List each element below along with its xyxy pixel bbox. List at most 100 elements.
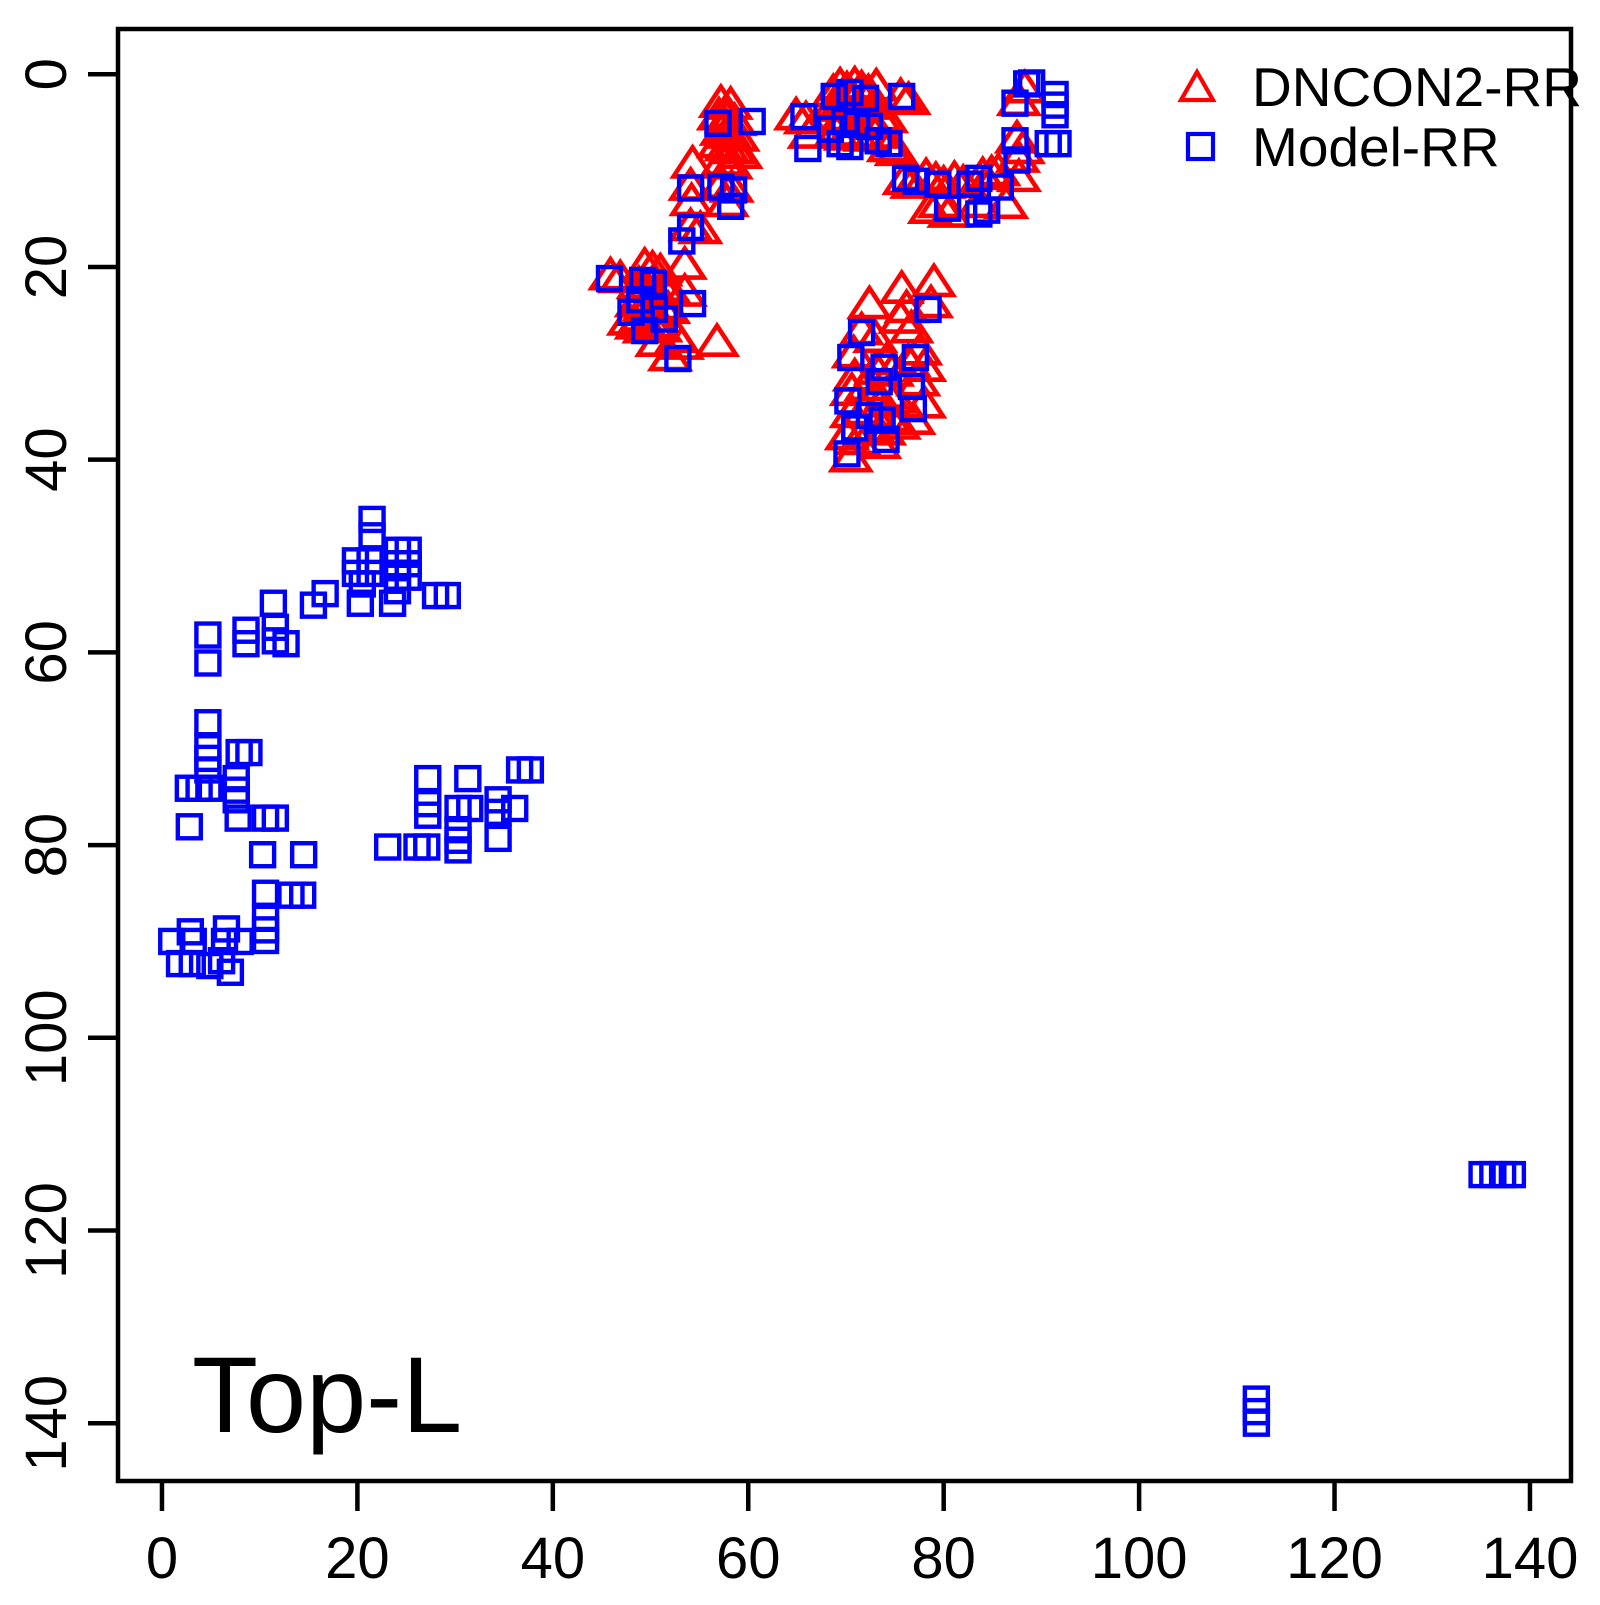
data-point-square [719,176,748,204]
x-tick-label: 140 [1482,1526,1579,1591]
data-point-triangle [916,182,964,219]
data-point-triangle [693,321,741,357]
data-point-square [872,425,900,454]
data-point-square [704,109,732,138]
data-point-square [716,192,745,220]
data-point-square [194,756,222,784]
data-point-triangle [906,188,954,224]
y-tick-label: 140 [14,1375,79,1472]
data-point-square [1498,1160,1527,1189]
data-point-square [1001,89,1029,117]
data-point-square [251,926,280,955]
y-tick-label: 60 [14,620,79,685]
data-point-square [516,756,545,784]
data-point-square [1044,129,1072,158]
y-axis: 0 20 40 60 80 100 120 140 [14,58,118,1472]
legend-label-model: Model-RR [1252,116,1500,178]
data-point-square [210,927,239,956]
data-point-triangle [885,79,932,116]
data-point-square [833,440,861,468]
data-point-square [738,107,766,136]
data-point-triangle [617,296,665,332]
y-tick-label: 20 [14,235,79,300]
data-point-triangle [931,158,978,195]
data-point-square [834,387,862,415]
data-point-square [414,801,442,829]
legend-label-dncon2: DNCON2-RR [1252,56,1582,118]
data-point-square [865,367,893,396]
data-point-square [837,343,865,372]
data-point-square [851,84,880,113]
y-tick-label: 40 [14,427,79,492]
data-point-square [251,879,280,907]
y-tick-label: 80 [14,813,79,878]
data-point-square [501,794,529,823]
data-point-square [956,170,984,198]
data-point-square [1041,101,1069,129]
legend: DNCON2-RR Model-RR [1177,56,1582,178]
data-point-square [299,591,328,619]
data-point-square [289,841,318,869]
data-point-triangle [873,130,921,167]
data-point-triangle [846,283,893,320]
data-point-square [836,78,864,107]
data-point-square [226,927,254,956]
data-point-square [272,630,300,658]
corner-annotation-top-l: Top-L [192,1334,462,1455]
data-point-square [484,824,512,853]
data-point-square [175,813,204,841]
x-tick-label: 80 [911,1526,976,1591]
data-point-square [595,264,624,293]
data-point-square [650,305,678,333]
data-point-square [378,589,407,617]
data-point-square [901,343,930,372]
y-tick-label: 100 [14,989,79,1086]
data-point-square [914,295,942,324]
data-point-square [664,344,692,373]
data-point-square [259,589,288,617]
data-point-square [965,200,993,228]
data-point-square [668,227,696,255]
data-point-square [346,589,375,617]
data-point-square [790,102,818,131]
data-point-square [358,522,386,550]
data-point-square [232,630,260,658]
data-point-square [414,764,442,793]
data-point-square [617,298,645,326]
data-point-square [887,82,916,111]
data-point-square [1001,127,1029,155]
data-point-square [222,786,250,814]
data-point-square [676,174,705,202]
data-point-square [195,774,223,802]
data-point-square [1242,1409,1271,1437]
data-point-square [178,949,206,978]
data-point-square [194,709,222,737]
data-point-square [194,649,222,677]
data-point-square [855,401,884,430]
series-model-rr [158,69,1527,1437]
x-tick-label: 100 [1091,1526,1188,1591]
data-point-square [933,194,962,222]
data-point-triangle [852,317,899,354]
data-point-square [248,841,277,869]
data-point-square [433,581,461,610]
data-point-square [224,804,252,832]
x-tick-label: 0 [146,1526,178,1591]
data-point-triangle [888,307,935,344]
data-point-square [444,836,472,864]
x-tick-label: 60 [716,1526,781,1591]
data-point-square [875,129,903,158]
data-point-square [870,353,898,381]
data-point-square [288,881,317,909]
data-point-square [965,164,993,193]
data-point-square [348,570,376,598]
plot-border [115,26,1574,1484]
data-point-square [855,112,884,141]
y-tick-label: 120 [14,1182,79,1279]
data-point-square [899,394,928,423]
data-point-square [484,798,512,827]
data-point-square [454,764,482,793]
data-point-square [1003,146,1031,174]
data-point-square [836,132,864,161]
